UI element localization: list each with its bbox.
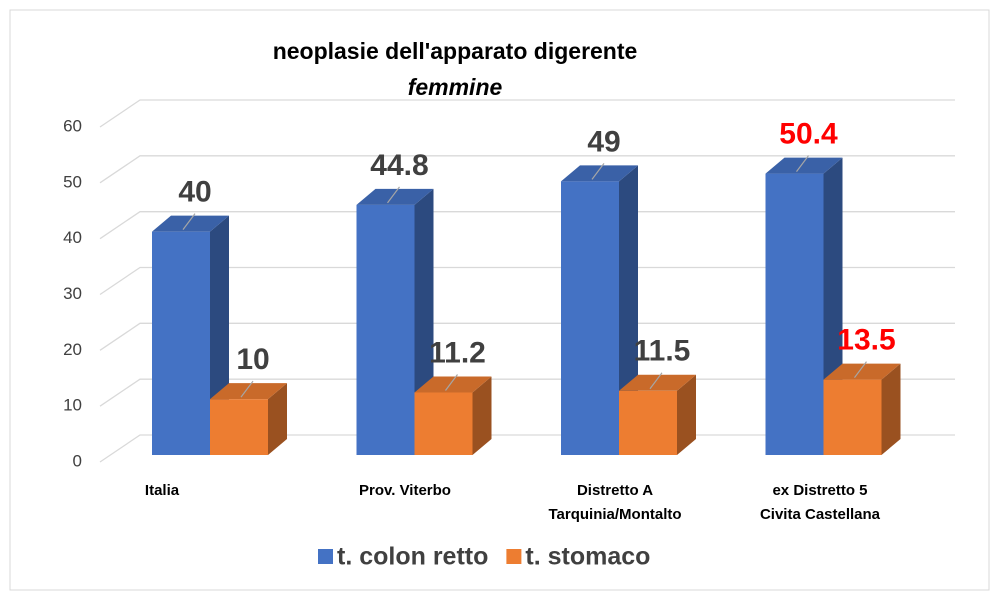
x-tick-label: Tarquinia/Montalto [548,506,681,523]
bar-top [619,374,696,391]
bar-side [268,383,287,455]
y-tick-label: 40 [63,228,82,247]
value-label: 44.8 [370,149,428,182]
bar [619,374,696,455]
grid-line [99,211,955,240]
grid-line [99,155,955,184]
legend-swatch [506,549,522,564]
value-label: 13.5 [837,324,895,357]
bar-front [619,390,677,455]
x-tick-label: Distretto A [577,482,653,499]
value-label: 50.4 [779,118,838,151]
bar [356,188,434,455]
y-tick-label: 0 [73,451,82,470]
grid-line [99,322,955,351]
grid-line [99,99,955,128]
y-tick-label: 60 [63,116,82,135]
bar [210,383,287,455]
value-label: 11.5 [634,335,691,368]
bar-top [210,383,287,400]
bar [823,363,901,455]
chart-title: neoplasie dell'apparato digerente [273,38,638,64]
y-tick-label: 10 [63,396,82,415]
bar-front [356,204,415,455]
bar-top [152,215,229,232]
leader-line [796,155,809,172]
value-label: 10 [236,343,269,376]
bar-side [677,374,696,455]
leader-line [591,163,605,180]
bar-front [823,379,882,455]
leader-line [182,213,196,231]
leader-line [649,372,663,390]
bar-top [414,376,492,393]
y-tick-label: 20 [63,340,82,359]
chart-subtitle: femmine [408,74,503,100]
x-tick-label: Prov. Viterbo [359,482,451,499]
bar-front [210,399,268,455]
legend-label: t. stomaco [525,543,650,571]
x-tick-label: ex Distretto 5 [772,482,867,499]
y-tick-label: 50 [63,172,82,191]
bar-side [472,376,492,455]
bar-front [414,392,473,455]
leader-line [854,361,867,378]
bar-top [823,363,901,380]
legend-label: t. colon retto [337,543,488,571]
leader-line [387,186,400,204]
value-label: 40 [178,176,211,209]
bar [152,215,229,455]
leader-line [445,374,458,391]
bar-top [765,157,843,174]
leader-line [240,380,254,398]
grid-line [99,266,955,296]
y-tick-label: 30 [63,284,82,303]
bar-front [765,173,824,455]
legend-swatch [318,549,333,564]
bar-top [356,188,434,205]
value-label: 49 [587,125,620,158]
bar-top [561,165,638,182]
x-tick-label: Civita Castellana [760,506,881,523]
bar-front [152,231,210,455]
value-label: 11.2 [429,336,486,369]
bar [414,376,492,455]
bar-side [881,363,901,455]
x-tick-label: Italia [145,482,180,499]
bar-front [561,181,619,455]
